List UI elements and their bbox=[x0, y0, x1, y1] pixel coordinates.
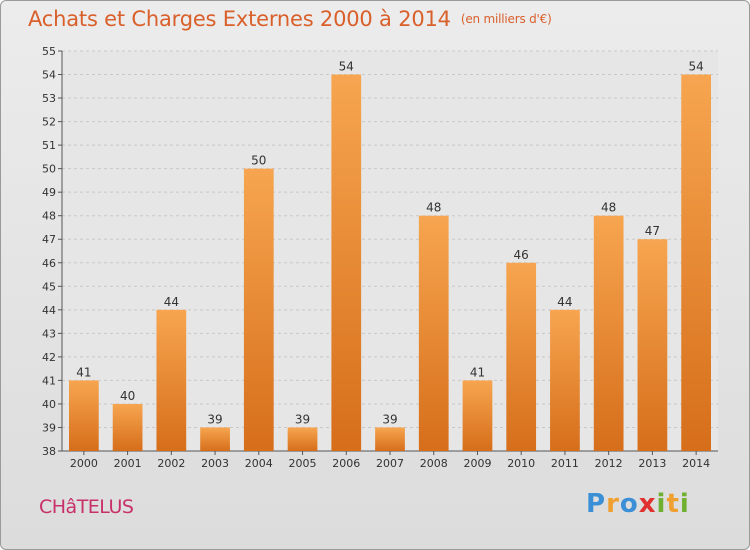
logo-letter: x bbox=[638, 489, 657, 519]
chart-title: Achats et Charges Externes 2000 à 2014 (e… bbox=[28, 7, 552, 31]
x-tick-label-2008: 2008 bbox=[420, 457, 448, 470]
y-tick-label: 54 bbox=[42, 69, 56, 82]
y-tick-label: 39 bbox=[42, 421, 56, 434]
logo-letter: P bbox=[586, 489, 607, 519]
x-tick-label-2004: 2004 bbox=[245, 457, 273, 470]
x-tick-label-2010: 2010 bbox=[507, 457, 535, 470]
data-label-2002: 44 bbox=[164, 295, 179, 309]
data-label-2006: 54 bbox=[339, 60, 354, 74]
x-tick-label-2000: 2000 bbox=[70, 457, 98, 470]
bar-2001 bbox=[112, 403, 143, 451]
bar-2010 bbox=[506, 262, 537, 451]
x-tick-label-2005: 2005 bbox=[289, 457, 317, 470]
y-tick-label: 43 bbox=[42, 327, 56, 340]
y-tick-label: 50 bbox=[42, 163, 56, 176]
bar-2009 bbox=[462, 380, 493, 451]
units-label: (en milliers d'€) bbox=[460, 12, 552, 26]
logo-letter: t bbox=[666, 489, 680, 519]
x-tick-label-2012: 2012 bbox=[595, 457, 623, 470]
data-label-2013: 47 bbox=[645, 224, 660, 238]
x-tick-label-2006: 2006 bbox=[332, 457, 360, 470]
x-tick-label-2013: 2013 bbox=[638, 457, 666, 470]
data-label-2009: 41 bbox=[470, 365, 485, 379]
x-tick-label-2002: 2002 bbox=[157, 457, 185, 470]
bar-2008 bbox=[418, 215, 449, 451]
data-label-2012: 48 bbox=[601, 201, 616, 215]
bar-2014 bbox=[681, 74, 712, 451]
data-label-2001: 40 bbox=[120, 389, 135, 403]
x-tick-label-2009: 2009 bbox=[463, 457, 491, 470]
y-tick-label: 53 bbox=[42, 92, 56, 105]
y-tick-label: 47 bbox=[42, 233, 56, 246]
bar-2005 bbox=[287, 427, 318, 451]
data-label-2014: 54 bbox=[688, 60, 703, 74]
bar-2002 bbox=[156, 309, 187, 451]
x-tick-label-2001: 2001 bbox=[114, 457, 142, 470]
bar-2012 bbox=[593, 215, 624, 451]
x-tick-label-2014: 2014 bbox=[682, 457, 710, 470]
data-label-2003: 39 bbox=[207, 412, 222, 426]
y-tick-label: 51 bbox=[42, 139, 56, 152]
data-label-2011: 44 bbox=[557, 295, 572, 309]
y-tick-label: 38 bbox=[42, 445, 56, 458]
proxiti-logo: Proxiti bbox=[586, 489, 690, 519]
data-label-2000: 41 bbox=[76, 365, 91, 379]
y-tick-label: 55 bbox=[42, 45, 56, 58]
y-tick-label: 46 bbox=[42, 257, 56, 270]
data-label-2008: 48 bbox=[426, 201, 441, 215]
x-tick-label-2003: 2003 bbox=[201, 457, 229, 470]
bar-2004 bbox=[243, 168, 274, 451]
bars bbox=[68, 74, 712, 451]
data-label-2005: 39 bbox=[295, 412, 310, 426]
logo-letter: r bbox=[606, 489, 620, 519]
logo-letter: o bbox=[619, 489, 639, 519]
chart-title-text: Achats et Charges Externes 2000 à 2014 bbox=[28, 7, 451, 31]
bar-2013 bbox=[637, 239, 668, 451]
logo-letter: i bbox=[679, 489, 690, 519]
data-label-2007: 39 bbox=[382, 412, 397, 426]
bar-2000 bbox=[68, 380, 99, 451]
x-tick-label-2011: 2011 bbox=[551, 457, 579, 470]
data-label-2004: 50 bbox=[251, 154, 266, 168]
y-tick-label: 45 bbox=[42, 280, 56, 293]
y-tick-label: 41 bbox=[42, 374, 56, 387]
y-tick-label: 49 bbox=[42, 186, 56, 199]
bar-2003 bbox=[200, 427, 230, 451]
labels: 41 40 44 39 50 39 54 39 48 41 46 44 48 47 54 bbox=[76, 60, 704, 427]
data-label-2010: 46 bbox=[514, 248, 529, 262]
bar-2006 bbox=[331, 74, 362, 451]
bar-2011 bbox=[550, 309, 580, 451]
logo-letter: i bbox=[656, 489, 667, 519]
y-tick-label: 42 bbox=[42, 351, 56, 364]
bar-2007 bbox=[375, 427, 405, 451]
y-tick-label: 40 bbox=[42, 398, 56, 411]
y-tick-label: 48 bbox=[42, 210, 56, 223]
commune-name: CHâTELUS bbox=[39, 496, 134, 518]
x-tick-label-2007: 2007 bbox=[376, 457, 404, 470]
y-tick-label: 52 bbox=[42, 116, 56, 129]
axes: 38 39 40 41 42 43 44 45 46 47 48 49 50 51 52 53 54 55 2000… bbox=[42, 45, 718, 470]
y-tick-label: 44 bbox=[42, 304, 56, 317]
